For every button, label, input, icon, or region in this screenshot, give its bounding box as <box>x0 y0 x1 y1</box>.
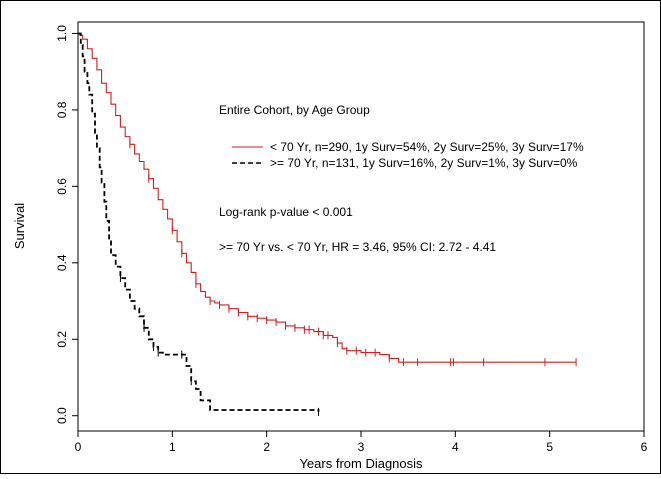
x-tick-label: 3 <box>358 440 365 454</box>
x-axis-label: Years from Diagnosis <box>299 456 423 471</box>
x-tick-label: 4 <box>452 440 459 454</box>
series-layer <box>78 32 577 416</box>
x-tick-label: 1 <box>169 440 176 454</box>
legend-entry-under-70: < 70 Yr, n=290, 1y Surv=54%, 2y Surv=25%… <box>270 140 584 154</box>
plot-area <box>77 21 645 432</box>
y-tick-label: 0.6 <box>55 178 69 195</box>
y-axis: 0.0 0.2 0.4 0.6 0.8 1.0 <box>55 25 78 424</box>
legend-title: Entire Cohort, by Age Group <box>219 103 370 117</box>
hazard-ratio-annotation: >= 70 Yr vs. < 70 Yr, HR = 3.46, 95% CI:… <box>219 240 496 254</box>
series-line-1 <box>78 32 320 412</box>
x-tick-label: 5 <box>546 440 553 454</box>
logrank-annotation: Log-rank p-value < 0.001 <box>219 205 353 219</box>
series-line-0 <box>78 32 577 363</box>
x-axis: 0 1 2 3 4 5 6 <box>75 431 648 454</box>
x-tick-label: 0 <box>75 440 82 454</box>
y-tick-label: 0.0 <box>55 407 69 424</box>
x-tick-label: 6 <box>641 440 648 454</box>
legend-entry-70-plus: >= 70 Yr, n=131, 1y Surv=16%, 2y Surv=1%… <box>270 156 578 170</box>
x-tick-label: 2 <box>263 440 270 454</box>
y-axis-label: Survival <box>12 203 27 249</box>
y-tick-label: 0.4 <box>55 254 69 271</box>
y-tick-label: 0.2 <box>55 331 69 348</box>
y-tick-label: 1.0 <box>55 25 69 42</box>
y-tick-label: 0.8 <box>55 101 69 118</box>
